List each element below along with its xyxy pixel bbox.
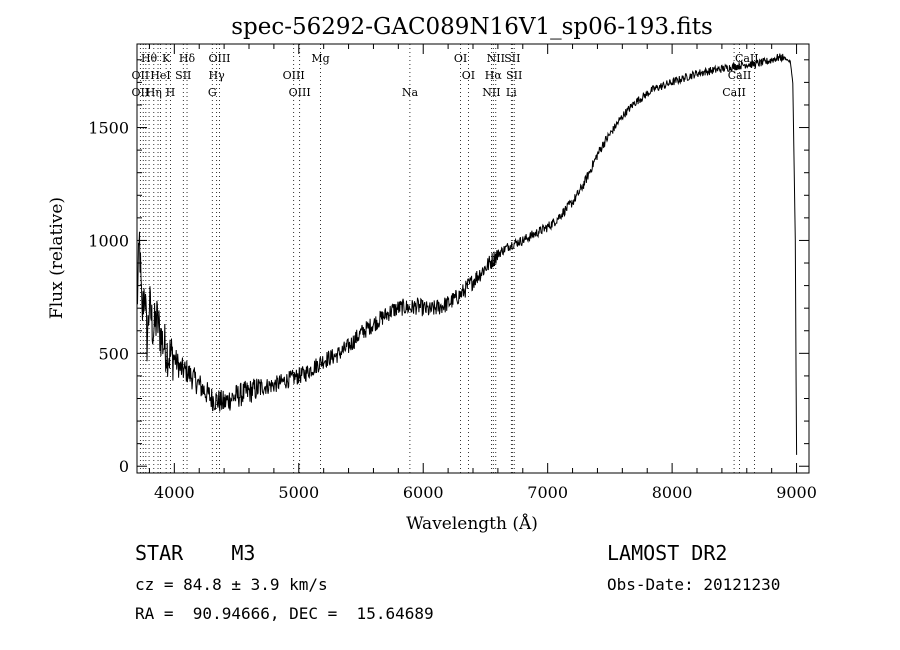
y-tick-label: 1500 (88, 119, 129, 138)
spectral-line-label: Na (402, 86, 419, 99)
x-axis-ticks: 4000 5000 6000 7000 8000 9000 (148, 44, 817, 502)
spectral-line-label: Mg (311, 52, 329, 65)
spectral-line-label: Hδ (179, 52, 196, 65)
x-tick-label: 8000 (652, 483, 693, 502)
x-axis-label: Wavelength (Å) (406, 513, 538, 534)
spectral-line-label: CaII (722, 86, 746, 99)
x-tick-label: 4000 (154, 483, 195, 502)
spectral-line-label: Hθ (141, 52, 158, 65)
observation-date: Obs-Date: 20121230 (607, 575, 781, 594)
y-tick-label: 0 (119, 457, 129, 476)
survey-name: LAMOST DR2 (607, 541, 728, 565)
x-tick-label: 6000 (403, 483, 444, 502)
spectral-line-label: Hγ (209, 69, 226, 82)
spectral-line-label: OIII (283, 69, 305, 82)
spectral-line-label: OI (454, 52, 467, 65)
spectral-line-label: HeI (150, 69, 170, 82)
object-type: STAR M3 (135, 541, 256, 565)
spectral-line-label: CaII (735, 52, 759, 65)
spectral-line-label: K (162, 52, 171, 65)
spectral-line-label: OIII (208, 52, 230, 65)
y-tick-label: 1000 (88, 231, 129, 250)
spectral-line-label: SII (504, 52, 520, 65)
spectral-line-label: Hα (485, 69, 503, 82)
spectral-line-label: NII (487, 52, 505, 65)
x-tick-label: 5000 (278, 483, 319, 502)
spectral-line-label: OI (462, 69, 475, 82)
spectral-line-label: G (208, 86, 217, 99)
spectral-line-label: Hη (146, 86, 162, 99)
plot-frame (136, 43, 810, 474)
redshift-velocity: cz = 84.8 ± 3.9 km/s (135, 575, 328, 594)
coordinates: RA = 90.94666, DEC = 15.64689 (135, 604, 434, 623)
spectral-line-markers (139, 44, 755, 473)
spectral-line-label: SII (175, 69, 191, 82)
spectral-line-label: OII (132, 86, 150, 99)
spectral-line-label: NII (482, 86, 500, 99)
spectral-line-label: CaII (728, 69, 752, 82)
spectrum-series-line (136, 53, 798, 455)
spectral-line-label: H (166, 86, 176, 99)
spectral-line-label: OIII (289, 86, 311, 99)
spectral-line-label: SII (506, 69, 522, 82)
y-tick-label: 500 (98, 344, 129, 363)
chart-title: spec-56292-GAC089N16V1_sp06-193.fits (231, 14, 713, 40)
y-axis-ticks: 0 500 1000 1500 (88, 59, 809, 476)
x-tick-label: 9000 (776, 483, 817, 502)
y-axis-label: Flux (relative) (47, 197, 67, 319)
x-tick-label: 7000 (527, 483, 568, 502)
spectral-line-label: OII (132, 69, 150, 82)
spectral-line-label: Li (506, 86, 517, 99)
